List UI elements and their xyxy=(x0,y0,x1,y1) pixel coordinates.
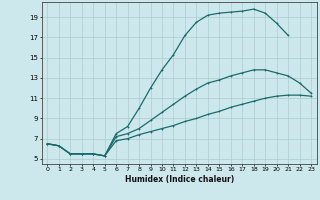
X-axis label: Humidex (Indice chaleur): Humidex (Indice chaleur) xyxy=(124,175,234,184)
